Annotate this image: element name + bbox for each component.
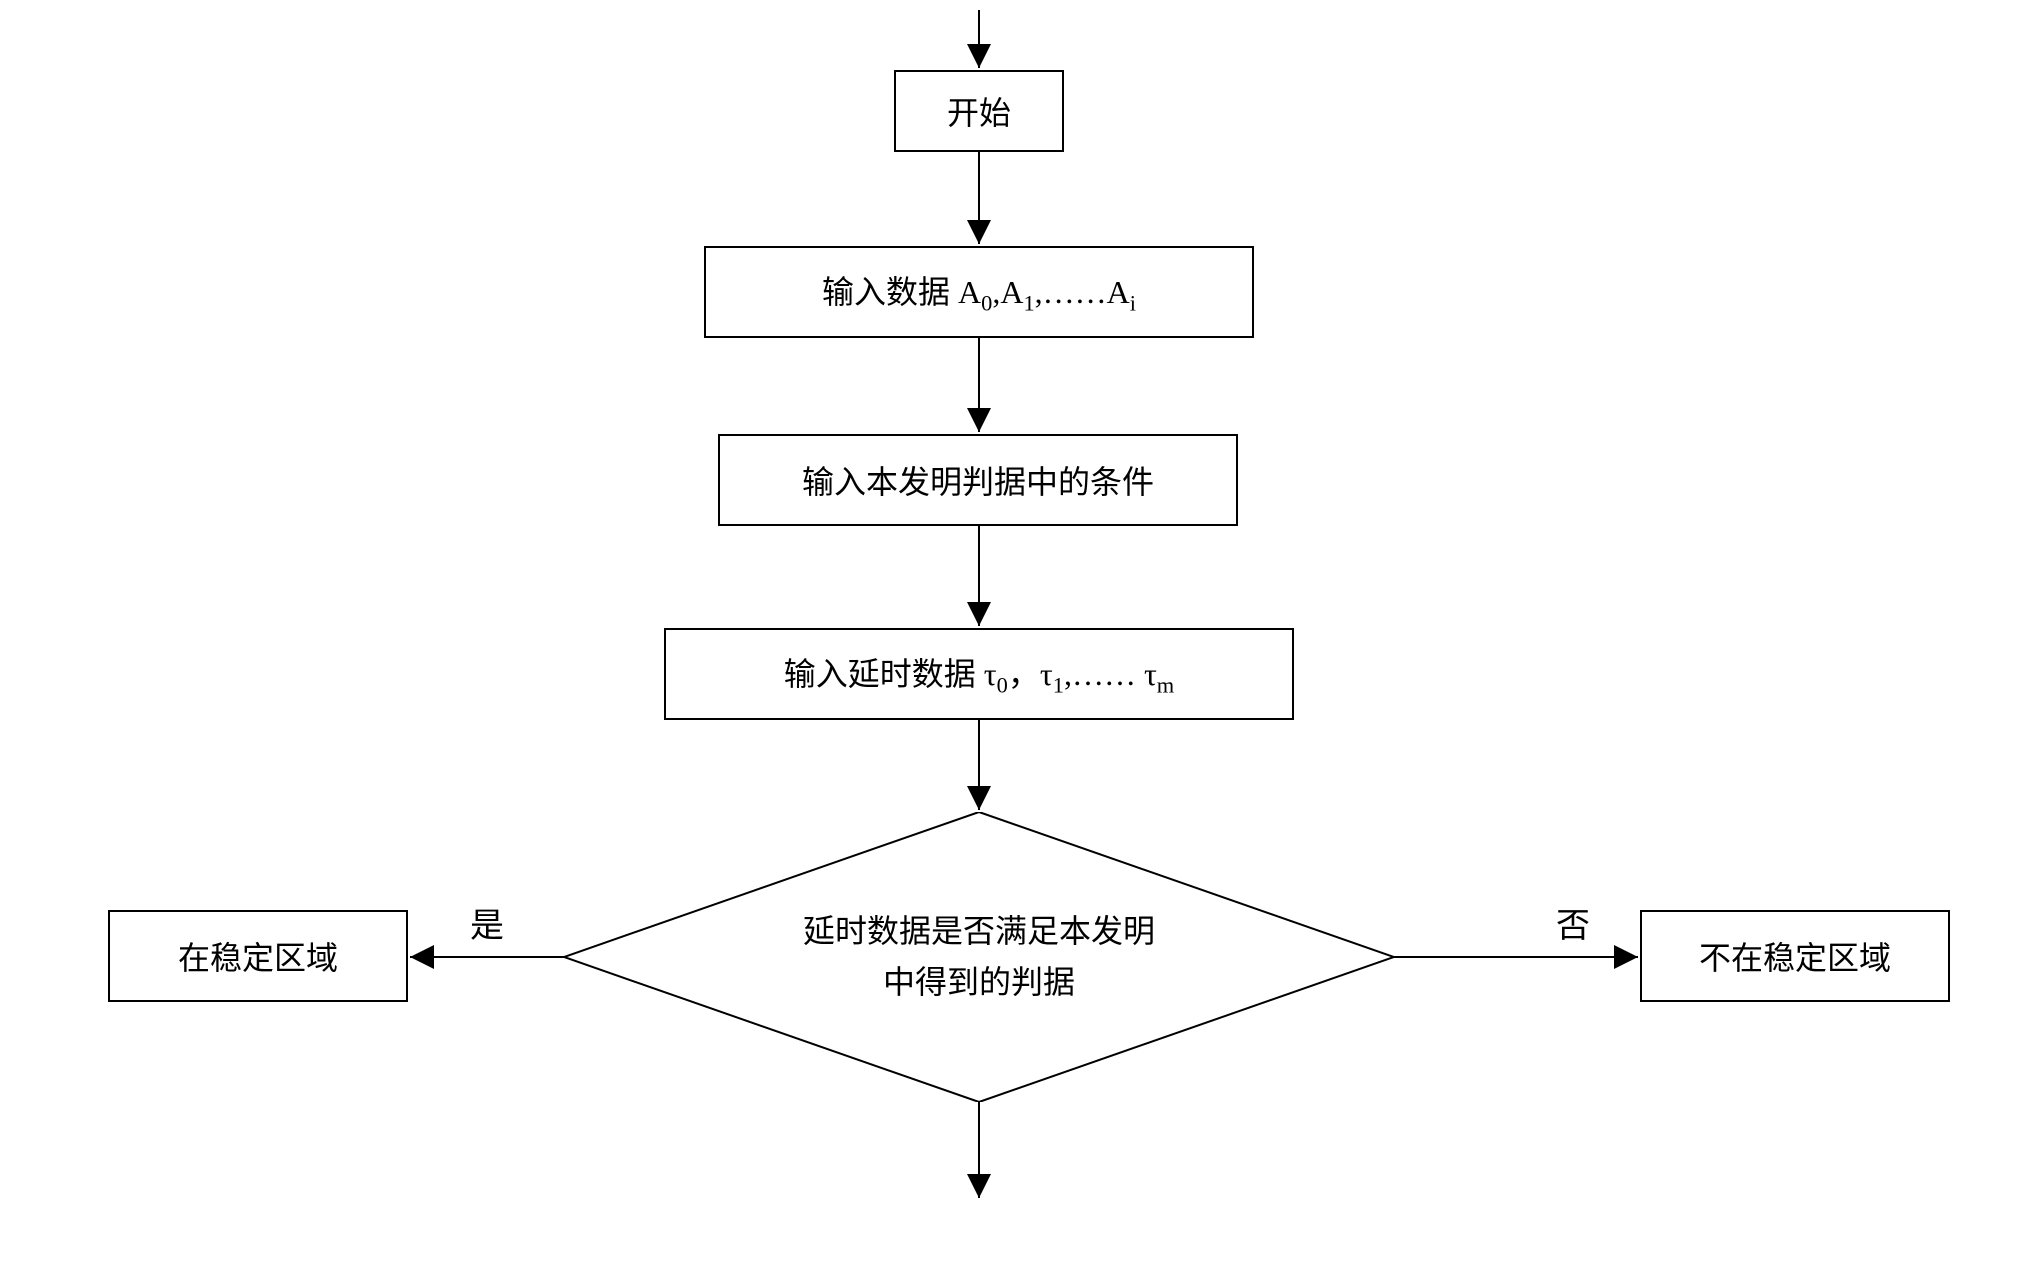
edge-label-no: 否 [1556, 898, 1590, 947]
edge-label-yes: 是 [470, 898, 504, 947]
edges-svg [0, 0, 2028, 1264]
flowchart-container: 开始 输入数据 A0,A1,……Ai 输入本发明判据中的条件 输入延时数据 τ0… [0, 0, 2028, 1264]
